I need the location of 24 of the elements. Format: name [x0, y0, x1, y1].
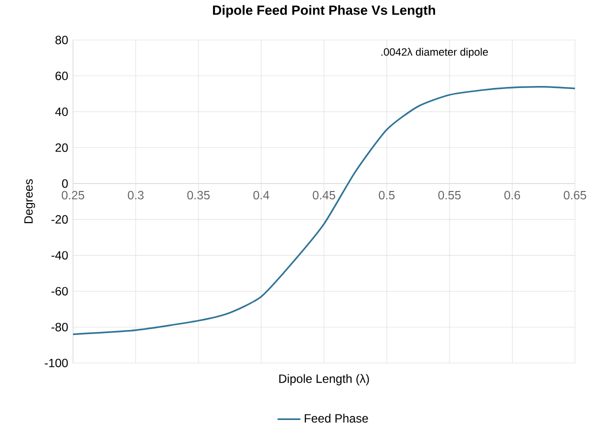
- chart-title: Dipole Feed Point Phase Vs Length: [213, 5, 436, 18]
- y-tick-label: 60: [56, 72, 68, 80]
- y-tick-label: -100: [44, 358, 68, 368]
- y-tick-label: 80: [55, 36, 68, 44]
- annotation: .0042λ diameter dipole: [381, 48, 488, 58]
- x-tick-label: 0.35: [187, 190, 210, 200]
- x-tick-label: 0.6: [504, 190, 520, 200]
- x-tick-label: 0.65: [564, 190, 586, 200]
- y-tick-label: -20: [51, 215, 68, 224]
- y-tick-label: -40: [51, 251, 68, 260]
- y-tick-label: -60: [51, 286, 68, 296]
- x-tick-label: 0.55: [438, 190, 461, 200]
- x-tick-label: 0.45: [312, 190, 336, 200]
- legend-label: Feed Phase: [304, 414, 368, 423]
- x-tick-label: 0.4: [253, 190, 270, 200]
- y-tick-label: -80: [51, 322, 68, 332]
- x-tick-label: 0.5: [378, 190, 395, 200]
- x-tick-label: 0.3: [128, 190, 144, 200]
- y-tick-label: 40: [55, 108, 68, 116]
- y-tick-label: 0: [62, 179, 68, 188]
- x-tick-label: 0.25: [62, 190, 84, 200]
- y-axis-title: Degrees: [24, 179, 36, 224]
- y-tick-label: 20: [56, 143, 68, 152]
- x-axis-title: Dipole Length (λ): [279, 374, 369, 386]
